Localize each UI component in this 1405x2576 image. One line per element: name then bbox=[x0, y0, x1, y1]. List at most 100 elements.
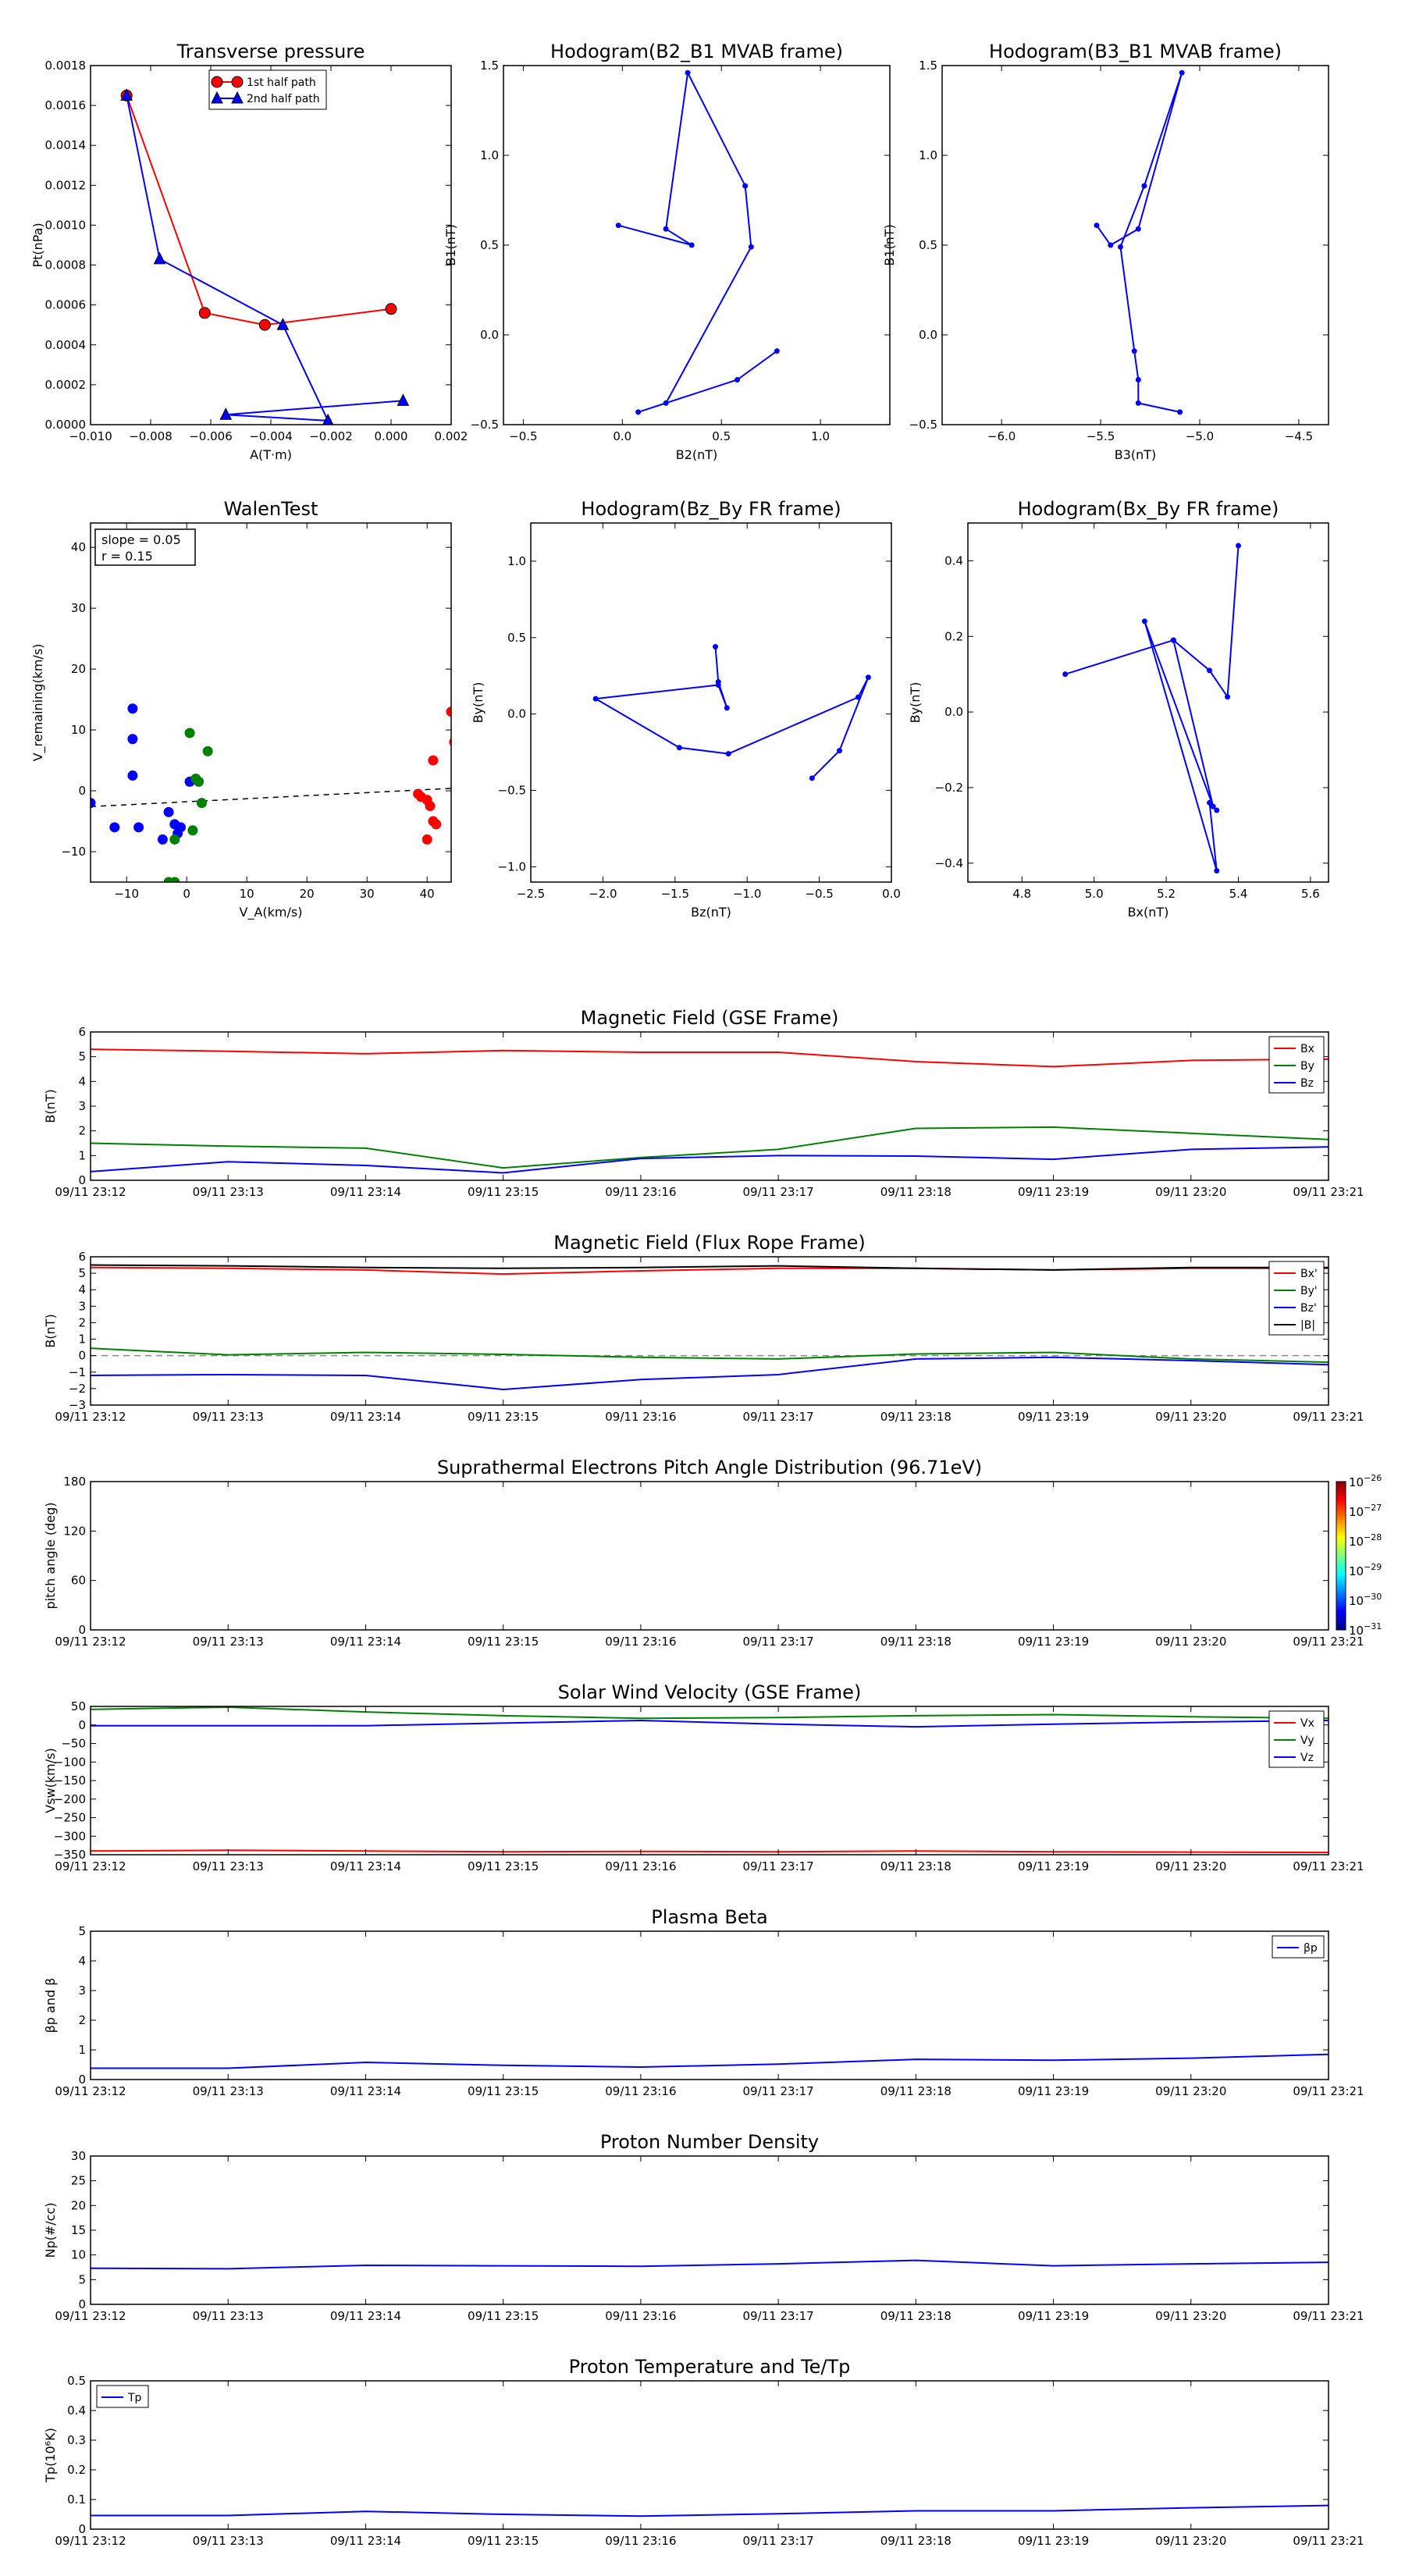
x-axis-label: A(T·m) bbox=[250, 447, 292, 462]
x-tick-label: 0.002 bbox=[435, 429, 468, 443]
x-tick-label: 09/11 23:16 bbox=[605, 1859, 676, 1873]
y-tick-label: 0 bbox=[78, 2297, 86, 2311]
data-point bbox=[169, 834, 180, 845]
y-tick-label: 0.5 bbox=[919, 238, 937, 252]
x-tick-label: 5.2 bbox=[1157, 887, 1176, 901]
x-tick-label: 0 bbox=[183, 887, 190, 901]
data-point bbox=[163, 806, 174, 817]
x-tick-label: 09/11 23:12 bbox=[55, 1410, 126, 1424]
x-tick-label: 09/11 23:16 bbox=[605, 1185, 676, 1199]
y-tick-label: 60 bbox=[71, 1574, 86, 1588]
y-tick-label: −0.2 bbox=[935, 781, 963, 795]
data-point bbox=[715, 681, 721, 688]
x-tick-label: 09/11 23:21 bbox=[1293, 2534, 1364, 2548]
data-point bbox=[211, 91, 223, 104]
x-tick-label: 09/11 23:15 bbox=[468, 2534, 539, 2548]
y-tick-label: −0.4 bbox=[935, 856, 963, 870]
x-tick-label: 09/11 23:17 bbox=[742, 2309, 813, 2323]
x-tick-label: 09/11 23:12 bbox=[55, 1635, 126, 1649]
x-tick-label: 09/11 23:16 bbox=[605, 2309, 676, 2323]
y-axis-label: B1(nT) bbox=[882, 224, 897, 266]
y-tick-label: 0.0 bbox=[480, 328, 499, 342]
axes-frame bbox=[967, 522, 1329, 883]
x-tick-label: 09/11 23:12 bbox=[55, 1185, 126, 1199]
x-tick-label: 09/11 23:21 bbox=[1293, 2084, 1364, 2098]
y-axis-label: B(nT) bbox=[43, 1089, 58, 1123]
x-tick-label: 09/11 23:21 bbox=[1293, 2309, 1364, 2323]
y-axis-label: βp and β bbox=[43, 1978, 58, 2033]
plot-area bbox=[91, 1706, 1329, 1854]
legend-label: By' bbox=[1300, 1285, 1318, 1297]
x-tick-label: 09/11 23:12 bbox=[55, 2309, 126, 2323]
y-tick-label: 15 bbox=[71, 2223, 86, 2237]
y-tick-label: 0.0010 bbox=[45, 218, 87, 232]
x-tick-label: 09/11 23:20 bbox=[1155, 1410, 1226, 1424]
chart-hodogram-bx-by: Hodogram(Bx_By FR frame) −0.4 −0.2 0.0 0.2 0.… bbox=[908, 498, 1329, 920]
y-tick-label: 1 bbox=[78, 1148, 86, 1162]
colorbar-tick-exponent: −31 bbox=[1364, 1621, 1382, 1631]
y-tick-label: −300 bbox=[54, 1829, 86, 1843]
y-tick-label: 0.0006 bbox=[45, 298, 87, 312]
data-point bbox=[676, 745, 682, 751]
data-point bbox=[91, 798, 96, 809]
x-tick-label: 09/11 23:17 bbox=[742, 1859, 813, 1873]
x-tick-label: 09/11 23:21 bbox=[1293, 1185, 1364, 1199]
y-tick-label: 0.5 bbox=[480, 238, 499, 252]
y-tick-label: 20 bbox=[71, 2198, 86, 2212]
legend-label: Bx' bbox=[1300, 1268, 1318, 1280]
x-tick-label: 09/11 23:13 bbox=[193, 1635, 264, 1649]
data-point bbox=[1207, 799, 1213, 806]
axes-frame bbox=[90, 522, 452, 883]
y-axis-label: Np(#/cc) bbox=[43, 2203, 58, 2258]
x-tick-label: 09/11 23:16 bbox=[605, 1635, 676, 1649]
chart-pitch-angle-distribution: Suprathermal Electrons Pitch Angle Distr… bbox=[43, 1457, 1382, 1649]
x-axis-label: Bz(nT) bbox=[691, 905, 731, 920]
data-point bbox=[1094, 222, 1100, 229]
chart-title: Hodogram(B2_B1 MVAB frame) bbox=[550, 41, 843, 62]
data-point bbox=[725, 751, 731, 757]
x-tick-label: −2.0 bbox=[589, 887, 617, 901]
x-tick-label: 0.0 bbox=[882, 887, 901, 901]
y-tick-label: 0.0008 bbox=[45, 258, 87, 272]
y-tick-label: 0.0018 bbox=[45, 59, 87, 73]
x-tick-label: 09/11 23:21 bbox=[1293, 1410, 1364, 1424]
y-axis-label: pitch angle (deg) bbox=[43, 1502, 58, 1609]
y-tick-label: 180 bbox=[63, 1475, 86, 1489]
colorbar-tick-exponent: −26 bbox=[1364, 1473, 1382, 1483]
annotation-box bbox=[94, 528, 196, 566]
legend-label: Vy bbox=[1300, 1735, 1314, 1747]
y-tick-label: 0.0004 bbox=[45, 338, 87, 352]
colorbar-tick-label: 10−26 bbox=[1349, 1473, 1382, 1489]
x-tick-label: 09/11 23:13 bbox=[193, 1410, 264, 1424]
legend-label: 1st half path bbox=[247, 76, 316, 89]
y-tick-label: −350 bbox=[54, 1848, 86, 1862]
data-point bbox=[194, 776, 205, 787]
data-point bbox=[231, 76, 244, 88]
x-tick-label: 09/11 23:14 bbox=[330, 1859, 401, 1873]
x-tick-label: −1.5 bbox=[661, 887, 689, 901]
data-point bbox=[1117, 244, 1123, 250]
axes-frame bbox=[90, 1481, 1329, 1631]
x-tick-label: −0.5 bbox=[805, 887, 833, 901]
x-tick-label: −0.004 bbox=[249, 429, 293, 443]
y-tick-label: 1 bbox=[78, 2043, 86, 2057]
data-point bbox=[1207, 667, 1213, 674]
x-tick-label: 09/11 23:13 bbox=[193, 1859, 264, 1873]
series-line bbox=[91, 2053, 1329, 2069]
y-tick-label: 0.0012 bbox=[45, 178, 87, 192]
y-tick-label: 1 bbox=[78, 1332, 86, 1347]
legend-label: 2nd half path bbox=[247, 93, 320, 105]
y-tick-label: 5 bbox=[78, 1924, 86, 1938]
x-tick-label: 09/11 23:17 bbox=[742, 1635, 813, 1649]
y-tick-label: −150 bbox=[54, 1774, 86, 1788]
axes-frame bbox=[941, 65, 1329, 425]
y-tick-label: 10 bbox=[71, 723, 86, 737]
data-point bbox=[748, 244, 754, 250]
x-tick-label: 09/11 23:20 bbox=[1155, 2534, 1226, 2548]
chart-hodogram-b2-b1: Hodogram(B2_B1 MVAB frame) −0.5 0.0 0.5 1.0 1… bbox=[443, 41, 891, 462]
plot-area bbox=[91, 2053, 1329, 2069]
y-tick-label: 0 bbox=[78, 1173, 86, 1187]
y-tick-label: 2 bbox=[78, 1124, 86, 1138]
x-tick-label: 09/11 23:17 bbox=[742, 1410, 813, 1424]
y-tick-label: 5 bbox=[78, 2272, 86, 2286]
